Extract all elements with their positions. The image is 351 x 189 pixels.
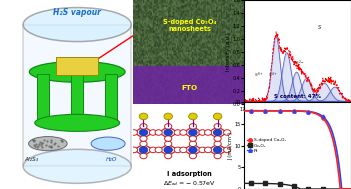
Ellipse shape xyxy=(29,61,125,82)
Y-axis label: J (mA/cm²): J (mA/cm²) xyxy=(228,131,233,160)
Circle shape xyxy=(165,153,172,159)
Ellipse shape xyxy=(23,149,131,183)
Text: $S$: $S$ xyxy=(317,23,322,31)
Circle shape xyxy=(180,130,187,135)
Circle shape xyxy=(130,130,138,135)
Circle shape xyxy=(205,147,212,153)
Circle shape xyxy=(189,136,197,141)
Circle shape xyxy=(174,130,181,135)
Text: FTO: FTO xyxy=(181,85,198,91)
Text: $\Delta E_{ad}=-0.57\mathrm{eV}$: $\Delta E_{ad}=-0.57\mathrm{eV}$ xyxy=(163,180,216,188)
Circle shape xyxy=(214,136,221,141)
Text: Al₂S₃: Al₂S₃ xyxy=(24,157,38,162)
Bar xyxy=(105,74,117,123)
Circle shape xyxy=(140,124,147,129)
Circle shape xyxy=(140,141,147,147)
Circle shape xyxy=(165,136,172,141)
Circle shape xyxy=(214,124,221,129)
Circle shape xyxy=(164,113,172,120)
Text: $S^{4+}$: $S^{4+}$ xyxy=(267,70,277,80)
Text: I adsorption: I adsorption xyxy=(167,171,212,177)
Circle shape xyxy=(205,130,212,135)
Circle shape xyxy=(199,130,206,135)
Text: H₂O: H₂O xyxy=(106,157,117,162)
Text: $S^{2-}$: $S^{2-}$ xyxy=(295,59,305,68)
Circle shape xyxy=(139,129,148,136)
Circle shape xyxy=(224,147,231,153)
Circle shape xyxy=(213,113,222,120)
Text: $S^{6+}$: $S^{6+}$ xyxy=(254,70,264,80)
Bar xyxy=(23,25,131,166)
Circle shape xyxy=(164,129,172,136)
Bar xyxy=(37,74,49,123)
Circle shape xyxy=(189,141,197,147)
Ellipse shape xyxy=(91,137,125,150)
Circle shape xyxy=(213,147,222,153)
Circle shape xyxy=(213,129,222,136)
Circle shape xyxy=(189,124,197,129)
Circle shape xyxy=(180,147,187,153)
Circle shape xyxy=(165,124,172,129)
Circle shape xyxy=(140,153,147,159)
Text: S content: 47%: S content: 47% xyxy=(274,94,321,99)
Circle shape xyxy=(174,147,181,153)
Legend: S-doped Co₃O₄, Co₃O₄, Pt: S-doped Co₃O₄, Co₃O₄, Pt xyxy=(246,137,287,154)
Circle shape xyxy=(164,147,172,153)
Circle shape xyxy=(150,130,157,135)
Circle shape xyxy=(214,141,221,147)
X-axis label: Binding Energy (eV): Binding Energy (eV) xyxy=(271,114,324,119)
Circle shape xyxy=(139,113,148,120)
Circle shape xyxy=(155,147,162,153)
Bar xyxy=(71,74,83,123)
Circle shape xyxy=(224,130,231,135)
Circle shape xyxy=(139,147,148,153)
Text: H₂S vapour: H₂S vapour xyxy=(53,8,101,17)
Circle shape xyxy=(188,113,197,120)
Circle shape xyxy=(165,141,172,147)
Circle shape xyxy=(140,136,147,141)
Circle shape xyxy=(199,147,206,153)
Ellipse shape xyxy=(35,114,120,131)
Circle shape xyxy=(189,153,197,159)
Circle shape xyxy=(188,147,197,153)
FancyBboxPatch shape xyxy=(57,57,98,75)
Y-axis label: Intensity (a.u.): Intensity (a.u.) xyxy=(226,33,231,71)
Circle shape xyxy=(155,130,162,135)
Ellipse shape xyxy=(23,8,131,42)
Circle shape xyxy=(214,153,221,159)
Ellipse shape xyxy=(28,136,67,151)
Text: S-doped Co₃O₄
nanosheets: S-doped Co₃O₄ nanosheets xyxy=(163,19,216,33)
Circle shape xyxy=(150,147,157,153)
Circle shape xyxy=(188,129,197,136)
Circle shape xyxy=(130,147,138,153)
